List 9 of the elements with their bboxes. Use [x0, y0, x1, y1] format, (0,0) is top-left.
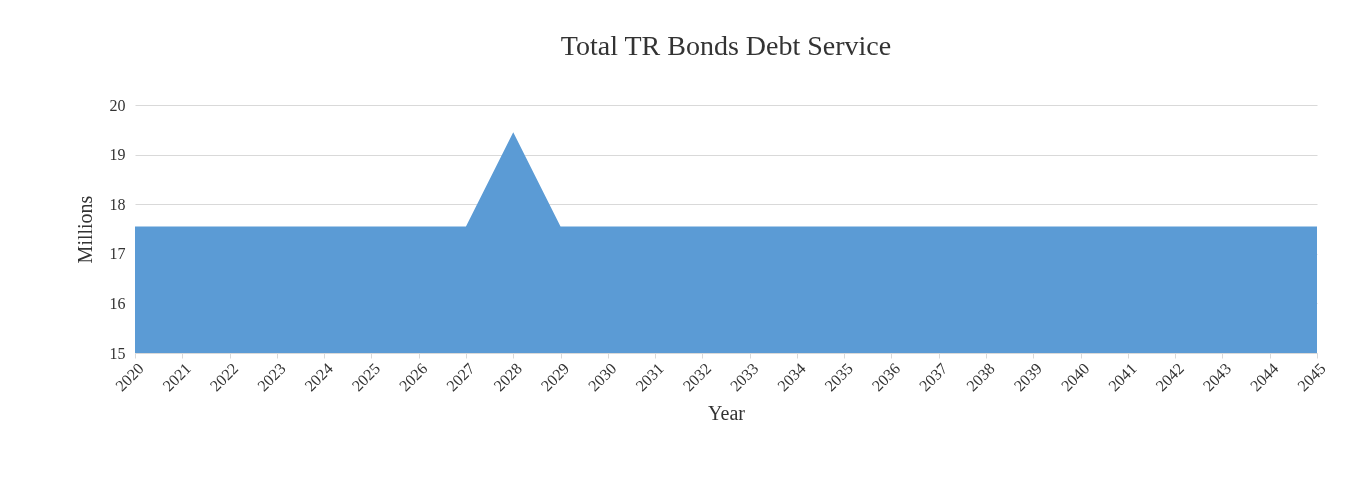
- x-axis-title: Year: [708, 402, 746, 425]
- y-tick-label: 20: [109, 96, 126, 114]
- y-tick-label: 17: [109, 245, 126, 263]
- y-tick-label: 18: [109, 195, 126, 213]
- y-tick-label: 15: [109, 344, 126, 362]
- y-axis-title: Millions: [73, 195, 96, 264]
- y-tick-label: 16: [109, 294, 126, 312]
- chart-title: Total TR Bonds Debt Service: [560, 30, 892, 61]
- y-tick-label: 19: [109, 146, 126, 164]
